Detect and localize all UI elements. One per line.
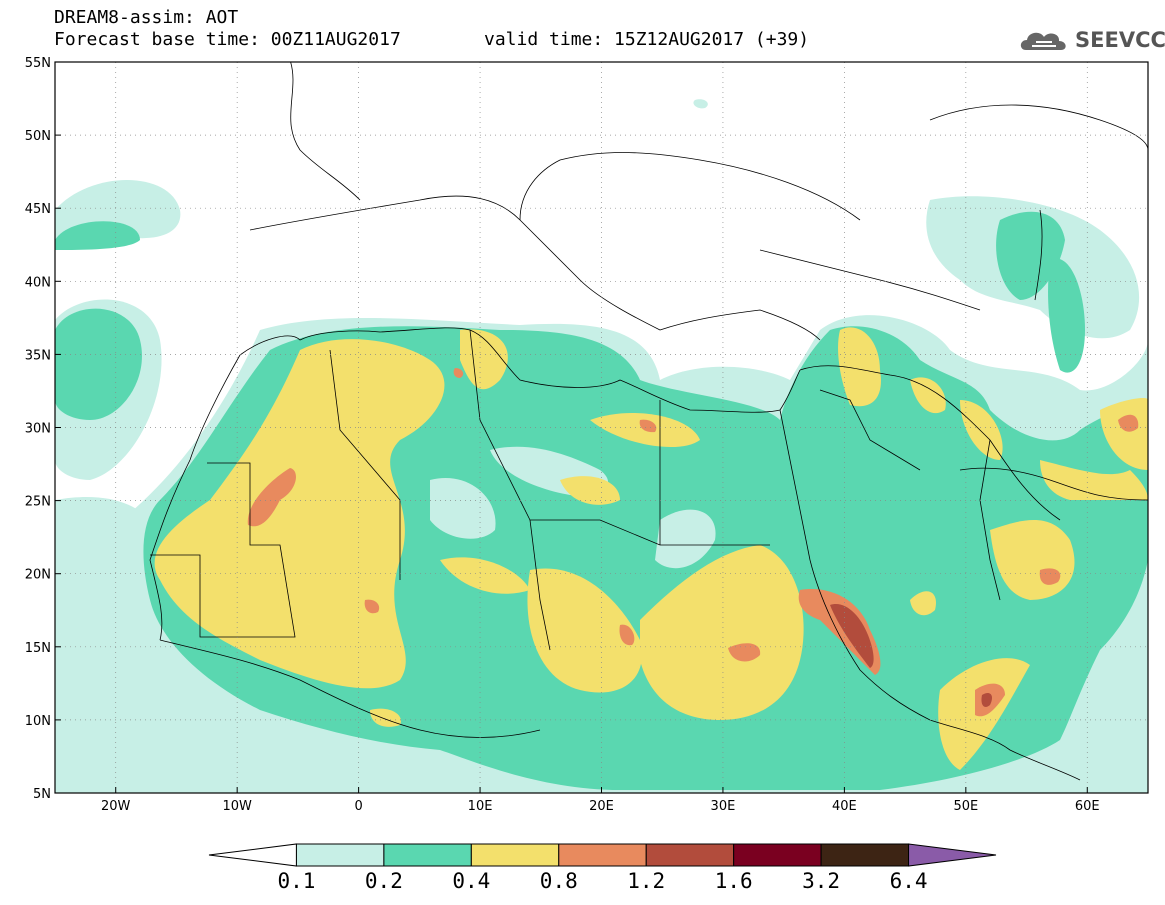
seevccc-logo: SEEVCCC [1018, 26, 1165, 56]
lat-tick-label: 55N [25, 56, 51, 71]
graticule [55, 62, 1148, 793]
colorbar: 0.1 0.2 0.4 0.8 1.2 1.6 3.2 6.4 [208, 843, 997, 893]
cloud-icon [1020, 32, 1066, 50]
lon-tick-label: 20W [101, 799, 131, 814]
lat-tick-label: 25N [25, 495, 51, 510]
lat-tick-label: 5N [33, 787, 51, 802]
colorbar-level-label: 0.4 [452, 869, 490, 893]
lat-tick-label: 30N [25, 422, 51, 437]
colorbar-level-label: 1.2 [627, 869, 665, 893]
colorbar-segment [645, 843, 735, 867]
lat-tick-label: 20N [25, 568, 51, 583]
logo-text: SEEVCCC [1075, 28, 1165, 52]
aot-band-1-2 [830, 604, 993, 707]
forecast-base-time: Forecast base time: 00Z11AUG2017 [54, 29, 401, 50]
lat-tick-label: 45N [25, 202, 51, 217]
lat-tick-label: 10N [25, 714, 51, 729]
lon-tick-label: 50E [953, 799, 978, 814]
lat-tick-label: 35N [25, 348, 51, 363]
colorbar-level-label: 0.1 [277, 869, 315, 893]
colorbar-level-label: 3.2 [802, 869, 840, 893]
colorbar-over-triangle [908, 843, 997, 867]
lon-tick-label: 30E [711, 799, 736, 814]
colorbar-segment [470, 843, 560, 867]
colorbar-level-label: 0.2 [365, 869, 403, 893]
coastlines [149, 62, 1148, 781]
colorbar-level-label: 6.4 [890, 869, 928, 893]
lat-tick-label: 40N [25, 275, 51, 290]
colorbar-segment [558, 843, 647, 867]
colorbar-segment [820, 843, 910, 867]
lon-tick-label: 60E [1075, 799, 1100, 814]
lat-tick-label: 15N [25, 641, 51, 656]
colorbar-under-triangle [208, 843, 297, 867]
longitude-labels: 20W 10W 0 10E 20E 30E 40E 50E 60E [101, 799, 1100, 814]
colorbar-level-label: 0.8 [540, 869, 578, 893]
lon-tick-label: 10W [222, 799, 252, 814]
colorbar-level-label: 1.6 [715, 869, 753, 893]
lat-tick-label: 50N [25, 129, 51, 144]
map-title: DREAM8-assim: AOT [54, 7, 239, 28]
aot-field [55, 99, 1148, 793]
lon-tick-label: 20E [589, 799, 614, 814]
colorbar-segment [733, 843, 822, 867]
colorbar-segment [383, 843, 472, 867]
valid-time: valid time: 15Z12AUG2017 (+39) [484, 29, 810, 50]
colorbar-segment [295, 843, 385, 867]
lon-tick-label: 10E [468, 799, 493, 814]
latitude-labels: 55N 50N 45N 40N 35N 30N 25N 20N 15N 10N 5N [25, 56, 51, 802]
aot-band-0-1-inner [430, 446, 716, 569]
axis-ticks [55, 61, 1088, 794]
lon-tick-label: 40E [832, 799, 857, 814]
lon-tick-label: 0 [354, 799, 362, 814]
